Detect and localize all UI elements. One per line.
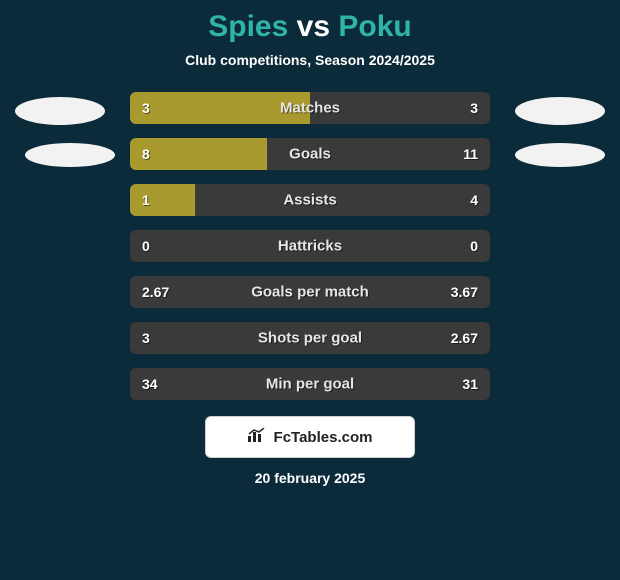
stat-value-right: 11 — [463, 146, 478, 162]
stat-row: 0Hattricks0 — [130, 230, 490, 262]
stat-bar-left — [130, 92, 310, 124]
title-player-right: Poku — [338, 10, 411, 43]
subtitle: Club competitions, Season 2024/2025 — [0, 52, 620, 68]
stat-value-right: 4 — [470, 192, 478, 208]
stat-row: 3Shots per goal2.67 — [130, 322, 490, 354]
stat-value-left: 2.67 — [142, 284, 169, 300]
avatar-right-top — [515, 97, 605, 125]
stat-value-left: 0 — [142, 238, 150, 254]
stat-row: 8Goals11 — [130, 138, 490, 170]
stat-value-right: 0 — [470, 238, 478, 254]
page-title: Spies vs Poku — [0, 10, 620, 44]
comparison-card: Spies vs Poku Club competitions, Season … — [0, 0, 620, 580]
stat-value-right: 2.67 — [451, 330, 478, 346]
stat-value-left: 3 — [142, 100, 150, 116]
stat-value-left: 8 — [142, 146, 150, 162]
stat-rows: 3Matches3 8Goals11 1Assists4 0Hattricks0 2.6… — [0, 92, 620, 400]
avatar-left-bottom — [25, 143, 115, 167]
stat-value-right: 3 — [470, 100, 478, 116]
stat-value-right: 3.67 — [451, 284, 478, 300]
watermark-badge[interactable]: FcTables.com — [205, 416, 415, 458]
title-player-left: Spies — [208, 10, 288, 43]
title-vs: vs — [297, 10, 330, 43]
stats-area: 3Matches3 8Goals11 1Assists4 0Hattricks0 2.6… — [0, 92, 620, 400]
avatar-left-top — [15, 97, 105, 125]
avatar-right-bottom — [515, 143, 605, 167]
stat-row: 34Min per goal31 — [130, 368, 490, 400]
date-text: 20 february 2025 — [0, 470, 620, 486]
stat-row: 2.67Goals per match3.67 — [130, 276, 490, 308]
stat-label: Shots per goal — [130, 330, 490, 347]
stat-bar-left — [130, 184, 195, 216]
watermark-text: FcTables.com — [274, 429, 373, 446]
stat-value-right: 31 — [462, 376, 478, 392]
stat-value-left: 3 — [142, 330, 150, 346]
stat-row: 3Matches3 — [130, 92, 490, 124]
stat-label: Min per goal — [130, 376, 490, 393]
stat-label: Goals per match — [130, 284, 490, 301]
stat-bar-left — [130, 138, 267, 170]
stat-row: 1Assists4 — [130, 184, 490, 216]
stat-label: Hattricks — [130, 238, 490, 255]
stat-value-left: 1 — [142, 192, 150, 208]
stat-value-left: 34 — [142, 376, 158, 392]
chart-icon — [248, 428, 266, 447]
